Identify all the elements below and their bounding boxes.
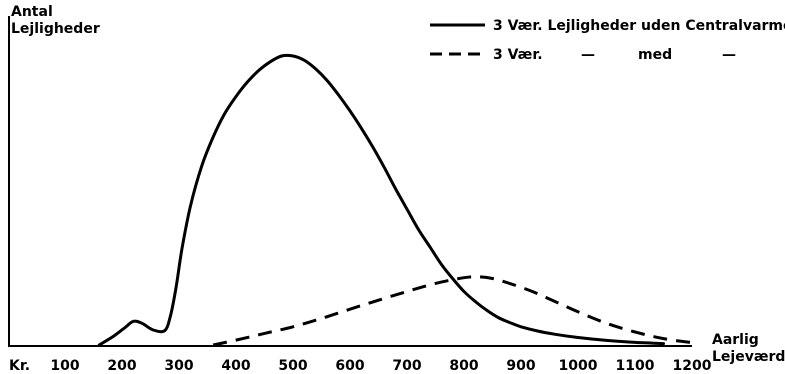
legend-dash-1: — (581, 47, 595, 63)
x-tick-label: 600 (335, 358, 364, 374)
x-tick-label: 400 (221, 358, 250, 374)
x-tick-labels: 100 200 300 400 500 600 700 800 900 1000 1100 1200 (50, 358, 711, 374)
legend-dash-2: — (722, 47, 736, 63)
x-tick-label: 200 (107, 358, 136, 374)
x-tick-label: 100 (50, 358, 79, 374)
x-tick-label: 800 (449, 358, 478, 374)
x-axis-prefix: Kr. (9, 358, 30, 374)
x-tick-label: 500 (278, 358, 307, 374)
y-axis-title-line1: Antal (11, 4, 53, 20)
legend-label-solid: 3 Vær. Lejligheder uden Centralvarme (493, 18, 785, 34)
legend-label-dashed: 3 Vær. (493, 47, 543, 63)
series-layer (97, 53, 693, 347)
x-axis-title-line2: Lejeværdi (712, 349, 785, 365)
x-tick-label: 300 (164, 358, 193, 374)
x-tick-label: 900 (506, 358, 535, 374)
legend-label-med: med (638, 47, 672, 63)
x-tick-label: 1200 (673, 358, 712, 374)
x-axis-title-line1: Aarlig (712, 332, 759, 348)
series-line-uden-centralvarme (97, 53, 665, 347)
x-tick-label: 700 (392, 358, 421, 374)
x-tick-label: 1000 (559, 358, 598, 374)
legend: 3 Vær. Lejligheder uden Centralvarme 3 V… (430, 18, 785, 63)
x-tick-label: 1100 (616, 358, 655, 374)
y-axis-title-line2: Lejligheder (11, 21, 100, 37)
series-line-med-centralvarme (212, 275, 693, 347)
